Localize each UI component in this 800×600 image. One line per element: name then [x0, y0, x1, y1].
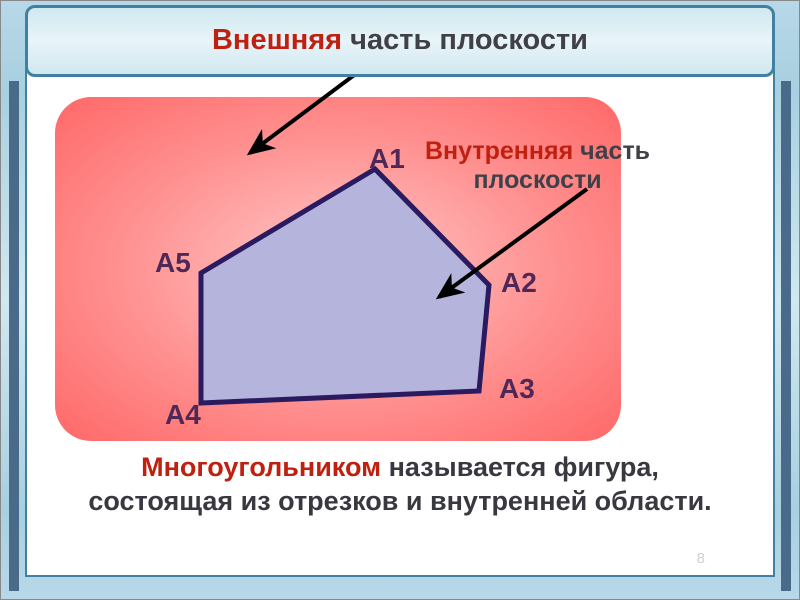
definition-text: Многоугольником называется фигура, состо… [65, 451, 735, 519]
header-box: Внешняя часть плоскости [25, 5, 775, 77]
vertex-label-A2: А2 [501, 267, 537, 299]
page-number: 8 [697, 550, 705, 567]
inner-line2: плоскости [473, 166, 601, 194]
decor-bar-left [9, 81, 19, 591]
inner-rest1: часть [573, 137, 650, 165]
pentagon-shape [201, 169, 489, 403]
vertex-label-A1: А1 [369, 143, 405, 175]
definition-em: Многоугольником [141, 452, 381, 482]
vertex-label-A5: А5 [155, 247, 191, 279]
slide-frame: Внешняя часть плоскости А1 А2 А3 А4 А5 Внутр… [0, 0, 800, 600]
vertex-label-A4: А4 [165, 399, 201, 431]
decor-bar-right [781, 81, 791, 591]
header-em: Внешняя [212, 24, 342, 56]
header-rest: часть плоскости [342, 24, 588, 56]
inner-em: Внутренняя [425, 137, 573, 165]
vertex-label-A3: А3 [499, 373, 535, 405]
header-title: Внешняя часть плоскости [212, 24, 588, 57]
content-area: А1 А2 А3 А4 А5 Внутренняя часть плоскости Мн… [25, 77, 775, 577]
inner-region-label: Внутренняя часть плоскости [425, 137, 650, 195]
